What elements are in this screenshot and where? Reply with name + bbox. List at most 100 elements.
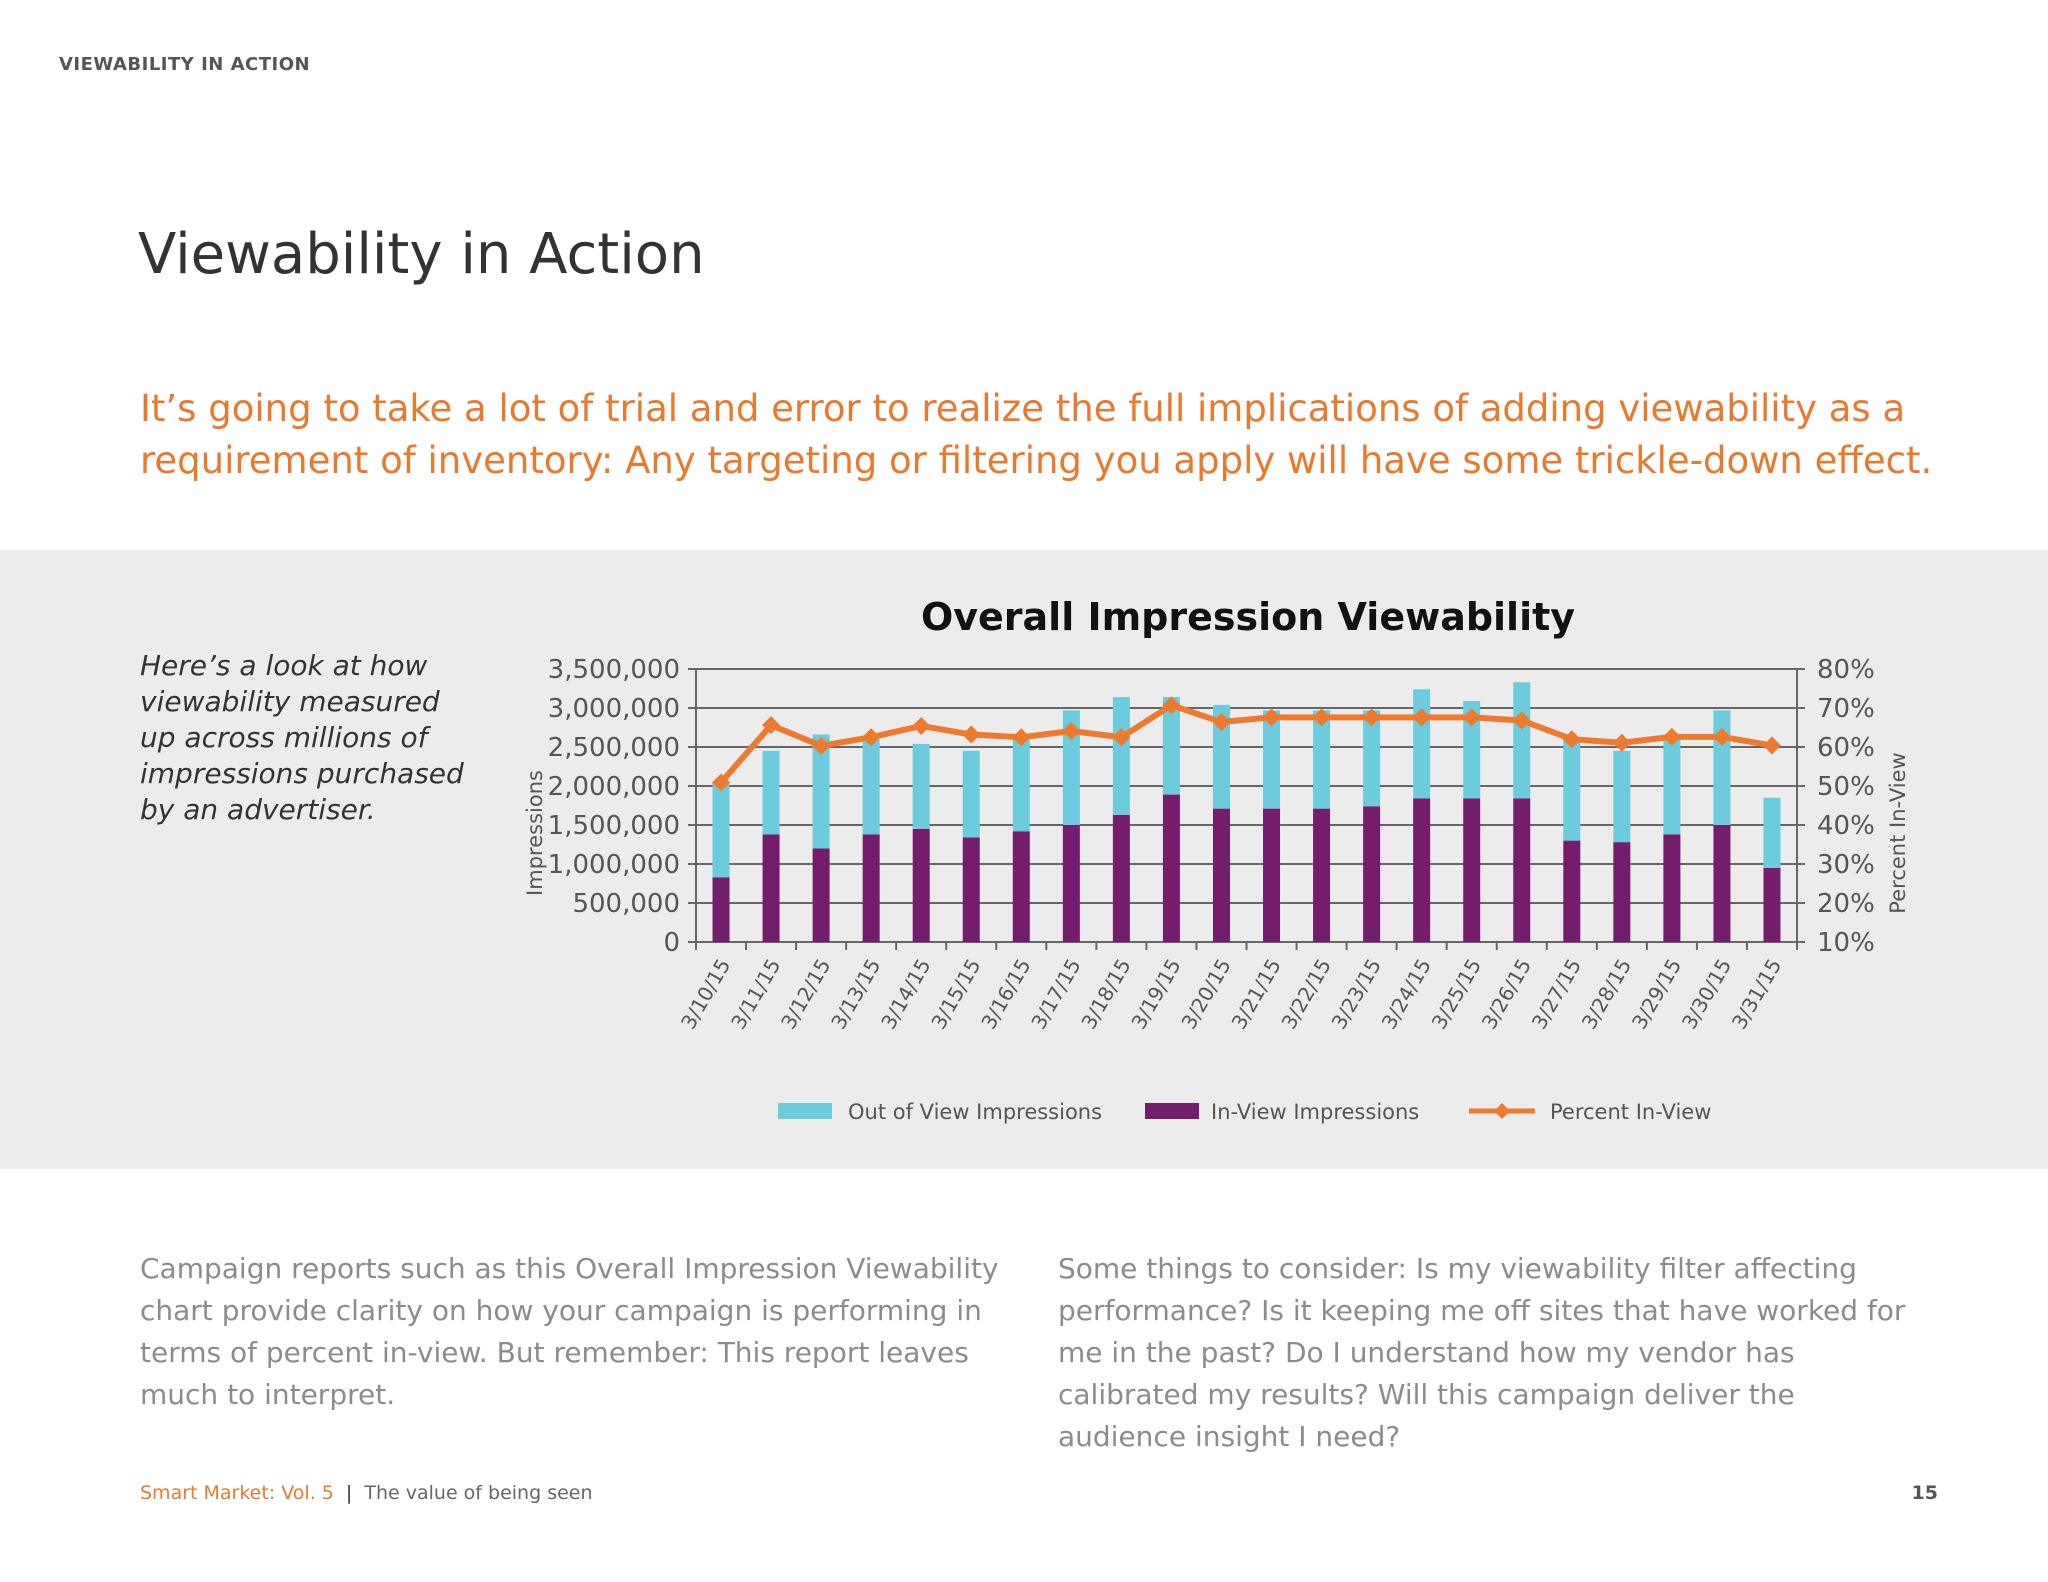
bar-out-of-view: [1513, 682, 1531, 799]
chart-legend: Out of View Impressions In-View Impressi…: [778, 1100, 1711, 1124]
y2-tick-label: 70%: [1817, 694, 1875, 724]
percent-marker: [1162, 696, 1181, 715]
bar-in-view: [762, 834, 780, 942]
bar-in-view: [1663, 834, 1681, 942]
bar-in-view: [862, 834, 880, 942]
page-number: 15: [1911, 1482, 1938, 1504]
percent-marker: [1212, 713, 1231, 732]
y2-axis-label: Percent In-View: [1886, 752, 1910, 913]
bar-in-view: [1062, 825, 1080, 942]
body-paragraph-right: Some things to consider: Is my viewabili…: [1058, 1252, 1906, 1453]
bar-out-of-view: [1563, 739, 1581, 841]
footer: Smart Market: Vol. 5 | The value of bein…: [140, 1482, 593, 1504]
bar-in-view: [1212, 808, 1230, 942]
bar-in-view: [912, 828, 930, 942]
bar-in-view: [1413, 798, 1431, 942]
bar-out-of-view: [1112, 697, 1130, 815]
bar-in-view: [1263, 808, 1281, 942]
percent-marker: [762, 716, 781, 735]
bar-out-of-view: [1062, 710, 1080, 825]
y2-tick-label: 80%: [1817, 655, 1875, 685]
y-tick-label: 2,000,000: [548, 772, 680, 802]
bar-in-view: [712, 877, 730, 942]
percent-marker: [1712, 727, 1731, 746]
percent-marker: [912, 716, 931, 735]
y2-tick-label: 60%: [1817, 733, 1875, 763]
y-axis-label: Impressions: [523, 770, 547, 896]
y-tick-label: 1,000,000: [548, 850, 680, 880]
bar-out-of-view: [812, 734, 830, 849]
bar-out-of-view: [1713, 710, 1731, 825]
percent-marker: [1512, 711, 1531, 730]
bar-in-view: [1563, 840, 1581, 942]
chart-intro: Here’s a look at how viewability measure…: [140, 649, 464, 826]
body-paragraph-left: Campaign reports such as this Overall Im…: [140, 1252, 999, 1411]
bar-in-view: [962, 837, 980, 942]
legend-swatch-out-of-view: [778, 1103, 832, 1119]
y2-tick-label: 30%: [1817, 850, 1875, 880]
bar-out-of-view: [762, 750, 780, 835]
bar-in-view: [1763, 867, 1781, 942]
bar-in-view: [1112, 814, 1130, 942]
percent-marker: [962, 725, 981, 744]
y-tick-label: 3,000,000: [548, 694, 680, 724]
pull-quote: It’s going to take a lot of trial and er…: [140, 387, 1933, 482]
legend-marker-percent: [1494, 1103, 1510, 1119]
section-label: VIEWABILITY IN ACTION: [59, 54, 311, 75]
y-tick-label: 1,500,000: [548, 811, 680, 841]
footer-separator: |: [345, 1482, 353, 1504]
y2-tick-label: 20%: [1817, 889, 1875, 919]
bar-out-of-view: [1012, 739, 1030, 832]
percent-marker: [712, 773, 731, 792]
bar-in-view: [1363, 806, 1381, 942]
bar-in-view: [1713, 825, 1731, 942]
percent-marker: [1362, 708, 1381, 727]
percent-marker: [1662, 727, 1681, 746]
percent-marker: [1312, 708, 1331, 727]
y2-tick-label: 10%: [1817, 928, 1875, 958]
percent-line: [718, 702, 1773, 785]
bar-out-of-view: [862, 739, 880, 835]
legend-label-out-of-view: Out of View Impressions: [848, 1100, 1102, 1124]
bar-out-of-view: [1313, 710, 1331, 809]
bar-out-of-view: [1363, 710, 1381, 807]
bar-in-view: [1613, 842, 1631, 942]
footer-publication: Smart Market: Vol. 5: [140, 1482, 334, 1504]
bar-out-of-view: [962, 750, 980, 838]
percent-marker: [1262, 708, 1281, 727]
bar-in-view: [1313, 808, 1331, 942]
percent-marker: [1062, 722, 1081, 741]
percent-marker: [1462, 708, 1481, 727]
y2-tick-label: 50%: [1817, 772, 1875, 802]
percent-marker: [1112, 728, 1131, 747]
bar-out-of-view: [1763, 797, 1781, 868]
bar-out-of-view: [1663, 739, 1681, 835]
percent-marker: [1762, 736, 1781, 755]
percent-marker: [1412, 708, 1431, 727]
y-tick-label: 500,000: [572, 889, 680, 919]
bar-out-of-view: [1613, 750, 1631, 843]
percent-marker: [1612, 733, 1631, 752]
percent-marker: [1012, 728, 1031, 747]
legend-label-in-view: In-View Impressions: [1211, 1100, 1419, 1124]
y-tick-label: 3,500,000: [548, 655, 680, 685]
percent-marker: [1562, 730, 1581, 749]
bar-in-view: [1513, 798, 1531, 942]
bar-out-of-view: [1212, 704, 1230, 809]
bar-in-view: [1012, 831, 1030, 942]
bar-in-view: [1463, 798, 1481, 942]
y2-tick-label: 40%: [1817, 811, 1875, 841]
y-tick-label: 2,500,000: [548, 733, 680, 763]
bar-out-of-view: [912, 743, 930, 829]
legend-label-percent: Percent In-View: [1550, 1100, 1711, 1124]
percent-marker: [812, 736, 831, 755]
bar-in-view: [812, 848, 830, 942]
bar-out-of-view: [1413, 689, 1431, 799]
percent-marker: [862, 728, 881, 747]
bar-out-of-view: [712, 781, 730, 878]
page-title: Viewability in Action: [138, 222, 705, 287]
bar-out-of-view: [1463, 700, 1481, 799]
footer-tagline: The value of being seen: [364, 1482, 593, 1504]
bar-out-of-view: [1162, 697, 1180, 795]
legend-swatch-in-view: [1145, 1103, 1199, 1119]
